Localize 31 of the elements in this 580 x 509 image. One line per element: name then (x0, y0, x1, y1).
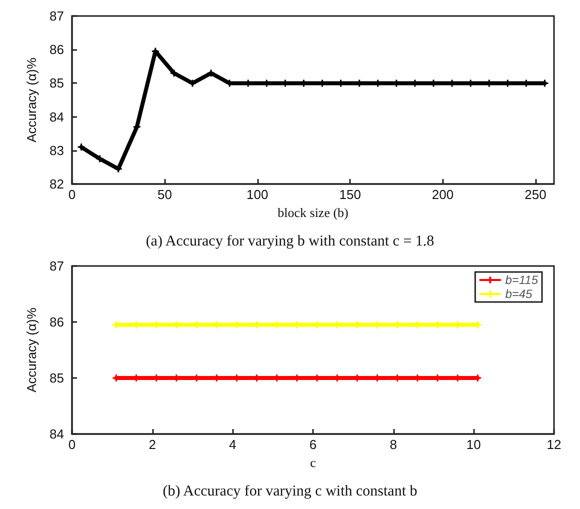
y-tick-label: 87 (50, 8, 64, 24)
legend-label: b=115 (505, 273, 538, 287)
y-tick-label: 86 (50, 314, 64, 330)
y-tick-label: 84 (50, 109, 64, 124)
x-tick-label: 12 (546, 437, 562, 452)
x-tick-label: 100 (246, 187, 268, 202)
y-tick-label: 85 (50, 370, 64, 386)
x-tick-label: 250 (524, 187, 546, 202)
legend-label: b=45 (505, 287, 533, 301)
x-tick-label: 8 (390, 437, 397, 452)
x-tick-label: 4 (229, 437, 236, 452)
x-tick-label: 150 (339, 187, 361, 202)
x-tick-label: 200 (432, 187, 454, 202)
text: (a) Accuracy for varying b with constant c = 1.8 (146, 234, 434, 250)
x-tick-label: 50 (157, 187, 172, 202)
y-tick-label: 86 (50, 42, 64, 58)
x-tick-label: 10 (466, 437, 481, 452)
y-tick-label: 87 (50, 258, 64, 274)
x-tick-label: 0 (68, 187, 76, 202)
x-tick-label: 2 (148, 437, 156, 452)
y-axis-title: Accuracy (α)% (24, 57, 39, 142)
text: (b) Accuracy for varying c with constant b (162, 484, 418, 500)
y-axis-title: Accuracy (α)% (24, 307, 39, 392)
x-axis-title: c (310, 454, 316, 470)
x-tick-label: 6 (309, 437, 317, 452)
y-tick-label: 84 (50, 426, 64, 442)
y-tick-label: 83 (50, 142, 64, 158)
y-tick-label: 82 (50, 176, 64, 192)
x-tick-label: 0 (68, 437, 76, 452)
x-axis-title: block size (b) (278, 204, 348, 220)
y-tick-label: 85 (50, 76, 64, 91)
